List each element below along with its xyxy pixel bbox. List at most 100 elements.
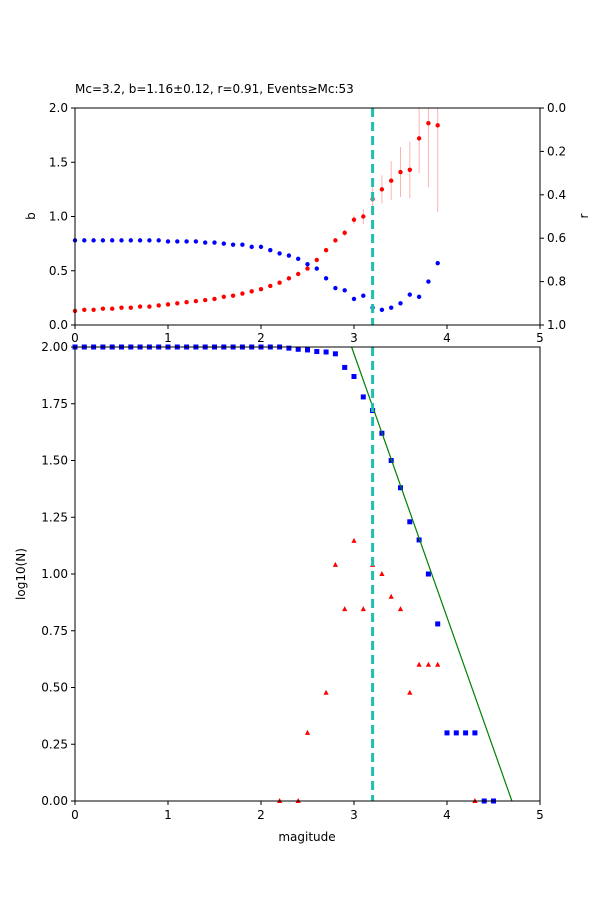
b-value-point [184, 300, 189, 305]
top-y-axis-ticks: 0.0 0.5 1.0 1.5 2.0 [49, 101, 75, 332]
top-chart-marks [72, 108, 440, 325]
cumulative-count-point [295, 346, 301, 352]
r-value-point [82, 238, 87, 243]
r-value-point [305, 262, 310, 267]
r-value-point [110, 238, 115, 243]
bottom-chart: 0 1 2 3 4 5 0.00 0.25 0.50 0.75 1.00 1.25 1.50 1.75 2… [14, 340, 544, 844]
bottom-y-axis-ticks: 0.00 0.25 0.50 0.75 1.00 1.25 1.50 1.75 2.00 [41, 340, 75, 808]
b-value-point [137, 304, 143, 309]
r-value-point [333, 285, 338, 291]
r-value-point [249, 244, 254, 250]
b-value-point [426, 120, 431, 126]
r-value-point [361, 293, 366, 298]
noncumulative-count-point [332, 561, 338, 567]
noncumulative-count-point [425, 661, 431, 667]
top-chart: 0 1 2 3 4 5 0.0 0.5 1.0 1.5 2.0 0.0 0.2 0.4 0.6 0.8 1.… [24, 101, 591, 345]
top-right-y-tick-label: 0.2 [547, 144, 566, 158]
r-value-point [147, 238, 152, 243]
r-value-point [128, 238, 133, 243]
bottom-x-tick-label: 2 [257, 808, 265, 822]
r-value-point [258, 244, 264, 250]
top-plot-frame [74, 107, 541, 326]
r-value-point [277, 251, 282, 256]
r-value-point [389, 305, 394, 310]
b-value-point [82, 307, 87, 313]
r-value-point [296, 256, 301, 262]
r-value-point [100, 238, 106, 243]
top-y-tick-label: 2.0 [49, 101, 68, 115]
bottom-y-axis-label: log10(N) [14, 548, 28, 600]
b-value-point [305, 266, 310, 271]
bottom-y-tick-label: 0.00 [41, 794, 68, 808]
bottom-chart-marks [72, 344, 513, 804]
top-y-tick-label: 0.0 [49, 318, 68, 332]
cumulative-count-point [463, 730, 469, 736]
noncumulative-count-point [407, 689, 413, 695]
r-value-point [137, 238, 143, 243]
b-value-point [416, 136, 422, 141]
bottom-y-tick-label: 1.75 [41, 397, 68, 411]
top-x-tick-label: 1 [164, 331, 172, 345]
b-value-point [258, 286, 264, 292]
r-value-point [314, 266, 319, 271]
r-value-point [286, 253, 292, 258]
r-value-point [156, 238, 161, 243]
noncumulative-count-point [360, 606, 366, 612]
b-value-point [240, 291, 245, 296]
b-value-point [296, 271, 301, 277]
r-value-point [221, 241, 226, 246]
cumulative-count-point [323, 349, 329, 355]
cumulative-count-point [453, 730, 459, 736]
bottom-y-tick-label: 2.00 [41, 340, 68, 354]
noncumulative-count-point [379, 571, 385, 576]
r-value-point [379, 307, 385, 313]
r-value-point [193, 239, 199, 244]
bottom-y-tick-label: 0.75 [41, 624, 68, 638]
b-value-point [389, 178, 394, 183]
b-value-point [147, 304, 152, 309]
cumulative-count-point [407, 519, 413, 525]
bottom-x-tick-label: 3 [350, 808, 358, 822]
b-value-point [156, 303, 161, 308]
cumulative-count-point [472, 730, 478, 736]
b-value-point [351, 217, 357, 222]
cumulative-count-point [305, 347, 310, 353]
top-x-axis-ticks: 0 1 2 3 4 5 [71, 325, 544, 345]
r-value-point [407, 292, 412, 297]
r-value-point [351, 296, 357, 302]
noncumulative-count-point [388, 593, 394, 599]
b-value-point [398, 169, 403, 175]
b-value-point [314, 257, 319, 263]
b-value-point [193, 298, 199, 304]
cumulative-count-point [332, 351, 338, 357]
bottom-x-tick-label: 0 [71, 808, 79, 822]
noncumulative-count-point [304, 729, 311, 735]
top-x-tick-label: 3 [350, 331, 358, 345]
b-value-point [175, 301, 180, 306]
top-right-y-tick-label: 1.0 [547, 318, 566, 332]
b-value-point [119, 305, 124, 310]
b-value-point [203, 297, 208, 303]
r-value-point [268, 247, 273, 253]
noncumulative-count-point [342, 606, 348, 612]
b-value-point [379, 187, 385, 192]
r-value-point [165, 239, 171, 244]
r-value-point [398, 301, 403, 306]
cumulative-count-point [351, 374, 357, 380]
noncumulative-count-point [435, 661, 441, 667]
top-right-y-tick-label: 0.8 [547, 275, 566, 289]
b-value-point [100, 306, 106, 311]
b-value-point [212, 296, 217, 302]
bottom-x-axis-label: magitude [278, 830, 335, 844]
noncumulative-count-point [416, 661, 422, 667]
b-value-point [221, 294, 226, 299]
bottom-y-tick-label: 1.25 [41, 510, 68, 524]
top-right-y-axis-ticks: 0.0 0.2 0.4 0.6 0.8 1.0 [540, 101, 566, 332]
r-value-point [416, 294, 422, 299]
r-value-point [323, 276, 329, 281]
cumulative-count-point [286, 345, 292, 351]
top-right-y-tick-label: 0.6 [547, 231, 566, 245]
b-value-point [407, 167, 412, 173]
b-value-point [342, 230, 347, 235]
